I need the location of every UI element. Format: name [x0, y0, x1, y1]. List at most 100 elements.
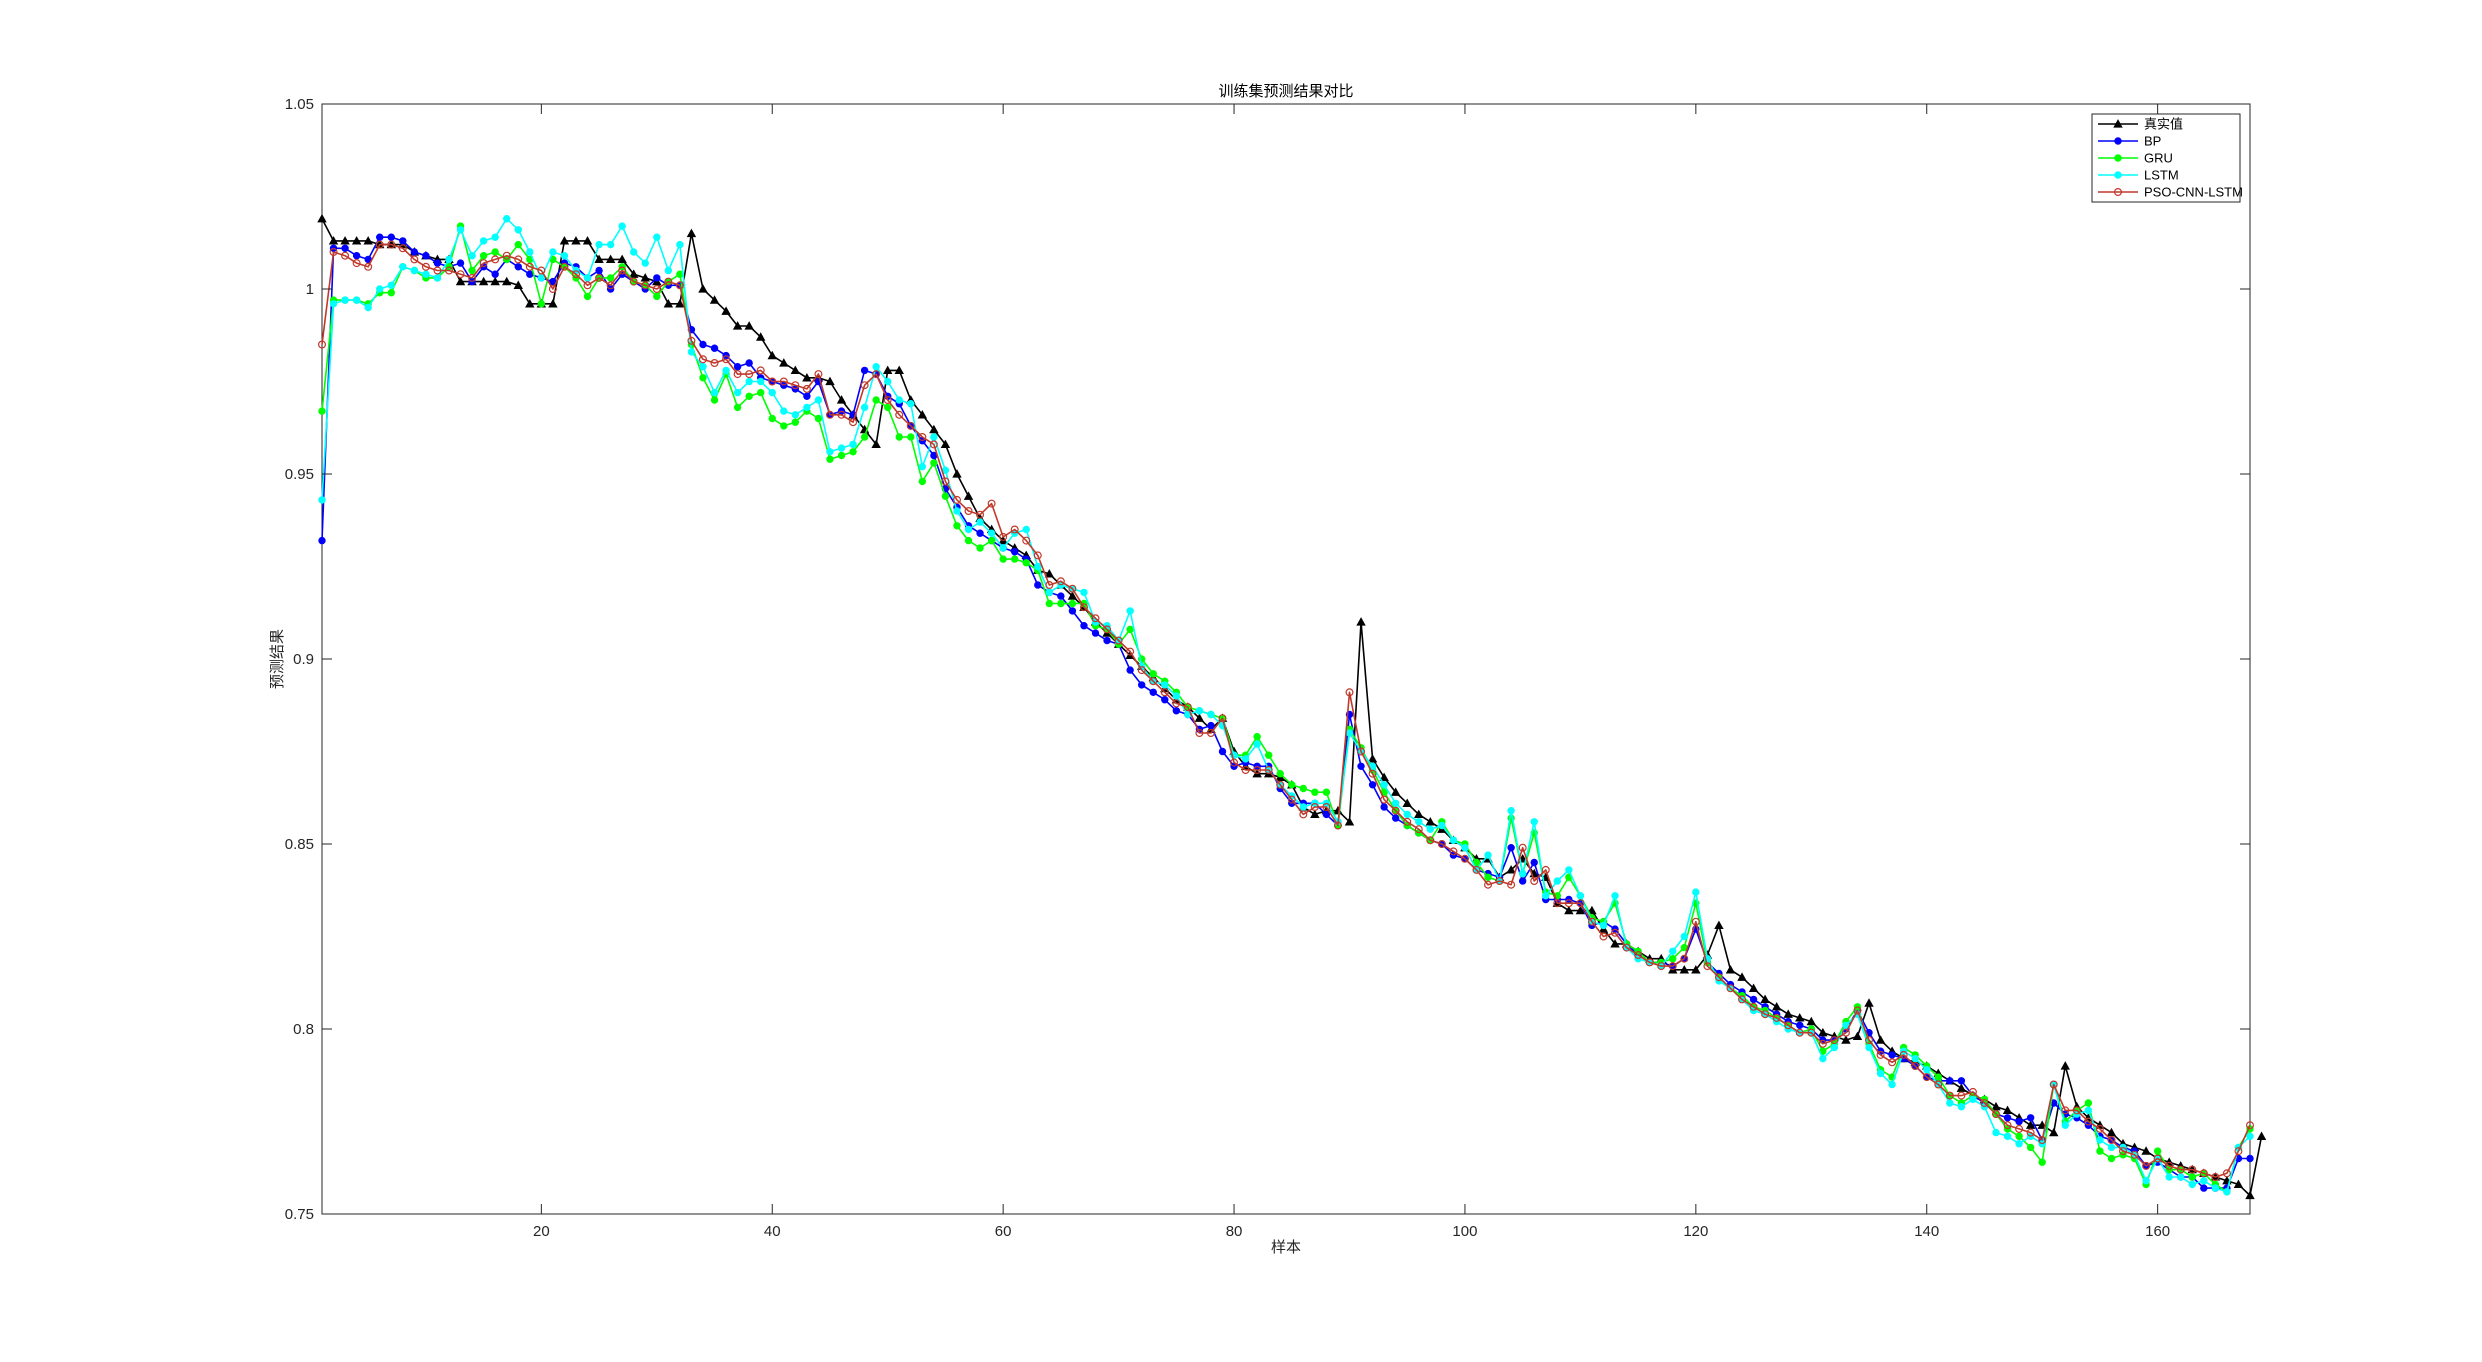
point-gru [1057, 599, 1065, 608]
point-bp [976, 529, 984, 537]
x-tick-label: 20 [533, 1223, 550, 1240]
y-tick-label: 0.85 [285, 836, 314, 853]
point-pso-cnn-lstm [2222, 1169, 2231, 1178]
point-lstm [907, 400, 915, 408]
point-pso-cnn-lstm [1056, 577, 1065, 586]
point-bp [1207, 721, 1215, 730]
point-pso-cnn-lstm [606, 281, 615, 290]
point-gru [849, 448, 857, 456]
point-gru [987, 536, 996, 545]
point-pso-cnn-lstm [1022, 536, 1031, 545]
point-lstm [352, 296, 361, 304]
point-pso-cnn-lstm [1218, 714, 1227, 723]
point-true-value [594, 254, 604, 264]
point-true-value [1067, 591, 1078, 600]
point-lstm [1207, 710, 1215, 719]
point-pso-cnn-lstm [952, 495, 961, 504]
point-gru [1045, 599, 1054, 608]
point-bp [1391, 814, 1400, 822]
point-bp [1957, 1077, 1966, 1085]
point-pso-cnn-lstm [745, 370, 754, 379]
point-pso-cnn-lstm [1460, 854, 1469, 863]
point-pso-cnn-lstm [1241, 765, 1250, 774]
point-lstm [791, 411, 800, 419]
point-pso-cnn-lstm [860, 381, 869, 390]
point-pso-cnn-lstm [756, 366, 765, 375]
point-lstm [803, 403, 811, 412]
point-true-value [894, 365, 904, 375]
point-pso-cnn-lstm [525, 262, 534, 271]
point-pso-cnn-lstm [1830, 1036, 1839, 1045]
point-true-value [940, 439, 951, 449]
point-lstm [826, 448, 834, 456]
point-gru [1288, 781, 1296, 789]
point-bp [1137, 681, 1146, 689]
point-pso-cnn-lstm [398, 244, 407, 253]
point-lstm [1911, 1054, 1919, 1063]
point-pso-cnn-lstm [675, 281, 684, 290]
point-lstm [872, 363, 880, 371]
legend-label-pso-cnn-lstm: PSO-CNN-LSTM [2144, 185, 2243, 200]
plot-area [321, 103, 2251, 1215]
point-true-value [1575, 905, 1586, 915]
point-lstm [1126, 607, 1134, 615]
point-bp [1796, 1021, 1804, 1030]
legend-marker-bp [2114, 137, 2122, 145]
point-pso-cnn-lstm [1195, 728, 1204, 737]
legend-marker-pso-cnn-lstm [2114, 188, 2123, 197]
point-lstm [699, 363, 707, 371]
point-pso-cnn-lstm [629, 277, 638, 286]
point-true-value [686, 228, 697, 238]
point-bp [1068, 607, 1077, 615]
point-pso-cnn-lstm [2072, 1106, 2081, 1115]
point-lstm [733, 388, 742, 397]
point-bp [1507, 843, 1515, 852]
y-axis: 0.75 0.8 0.85 0.9 0.95 1 1.05 [285, 96, 2250, 1223]
point-pso-cnn-lstm [687, 336, 696, 345]
point-bp [318, 536, 326, 545]
point-gru [814, 414, 823, 423]
point-pso-cnn-lstm [1033, 551, 1042, 560]
point-pso-cnn-lstm [618, 266, 627, 275]
point-lstm [1599, 921, 1608, 930]
point-bp [514, 263, 522, 271]
point-pso-cnn-lstm [1495, 876, 1504, 885]
point-bp [1218, 747, 1227, 756]
point-true-value [1818, 1027, 1828, 1037]
point-true-value [1841, 1035, 1851, 1044]
point-gru [2107, 1154, 2116, 1163]
point-lstm [1380, 781, 1388, 789]
point-pso-cnn-lstm [1172, 699, 1181, 708]
point-pso-cnn-lstm [710, 359, 719, 368]
x-tick-label: 40 [764, 1223, 781, 1240]
point-lstm [433, 274, 442, 282]
point-lstm [1680, 932, 1688, 941]
point-gru [791, 418, 800, 426]
point-true-value [1806, 1016, 1817, 1026]
y-tick-label: 0.75 [285, 1206, 314, 1223]
point-gru [1126, 625, 1134, 634]
point-bp [733, 363, 742, 371]
point-pso-cnn-lstm [1126, 647, 1135, 656]
point-pso-cnn-lstm [929, 440, 938, 449]
point-pso-cnn-lstm [1230, 758, 1239, 767]
y-tick-label: 0.95 [285, 466, 314, 483]
point-pso-cnn-lstm [1772, 1013, 1781, 1022]
point-lstm [722, 366, 730, 375]
point-lstm [445, 255, 453, 264]
point-true-value [1852, 1031, 1863, 1041]
point-lstm [1518, 869, 1527, 878]
point-gru [2188, 1173, 2196, 1181]
point-pso-cnn-lstm [341, 251, 350, 260]
point-pso-cnn-lstm [1114, 636, 1123, 645]
point-true-value [1714, 920, 1724, 930]
point-pso-cnn-lstm [387, 240, 396, 249]
point-pso-cnn-lstm [883, 396, 892, 405]
point-lstm [549, 248, 557, 256]
point-true-value [2049, 1127, 2059, 1137]
point-true-value [2060, 1061, 2070, 1070]
point-true-value [2025, 1120, 2036, 1129]
point-true-value [617, 254, 627, 264]
point-pso-cnn-lstm [1691, 917, 1700, 926]
point-bp [1103, 636, 1111, 645]
